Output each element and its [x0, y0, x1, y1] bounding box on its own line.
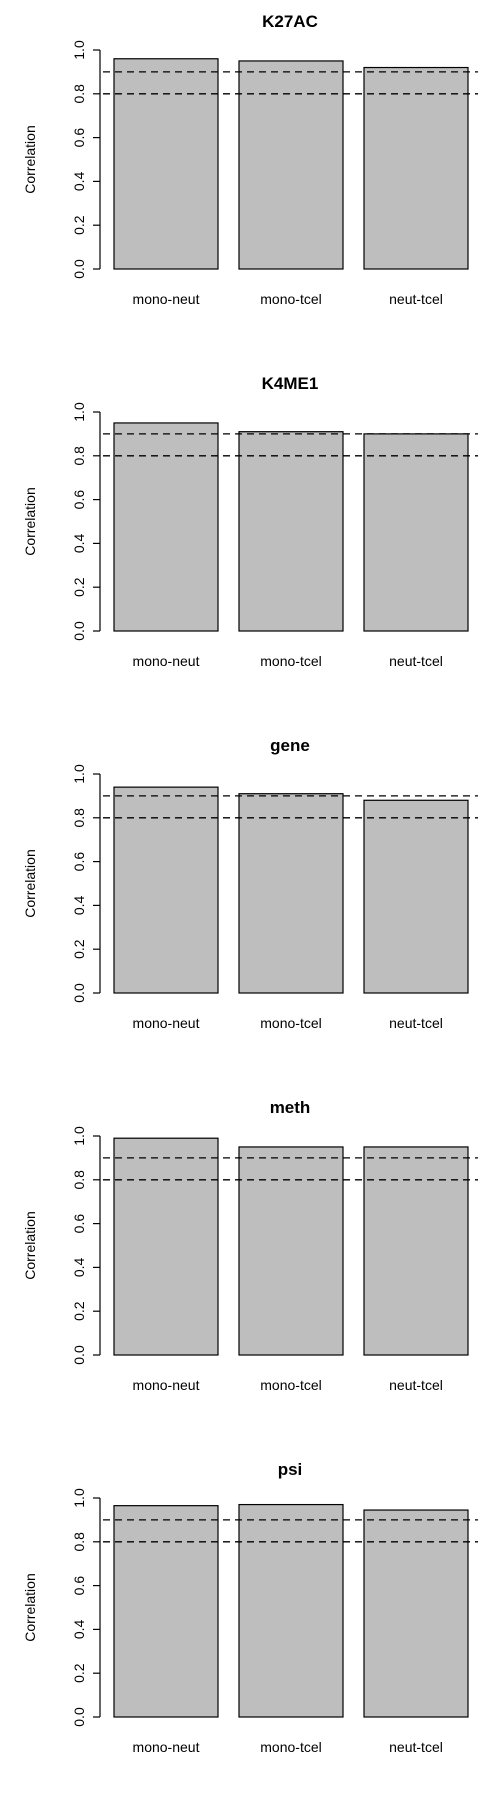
y-tick-label: 0.4 — [71, 1619, 87, 1639]
x-category-label: neut-tcel — [389, 1377, 443, 1393]
x-category-label: mono-tcel — [260, 653, 321, 669]
bar — [114, 1506, 218, 1717]
y-tick-label: 1.0 — [71, 1488, 87, 1508]
x-category-label: mono-neut — [133, 653, 200, 669]
x-category-label: mono-neut — [133, 1015, 200, 1031]
y-tick-label: 0.2 — [71, 1663, 87, 1683]
y-tick-label: 0.8 — [71, 1532, 87, 1552]
y-tick-label: 0.6 — [71, 1214, 87, 1234]
bar — [114, 1138, 218, 1355]
chart-title: meth — [270, 1098, 311, 1117]
chart-title: K4ME1 — [262, 374, 319, 393]
bar — [239, 432, 343, 631]
chart-panel: K27AC 0.0 0.2 0.4 0.6 0.8 1.0 Correlation mono-n… — [22, 12, 478, 307]
bar — [364, 1147, 468, 1355]
y-tick-label: 0.8 — [71, 1170, 87, 1190]
bar — [239, 1505, 343, 1717]
y-tick-label: 1.0 — [71, 40, 87, 60]
y-tick-label: 0.4 — [71, 895, 87, 915]
y-tick-label: 0.8 — [71, 446, 87, 466]
chart-title: gene — [270, 736, 310, 755]
chart-panel: gene 0.0 0.2 0.4 0.6 0.8 1.0 Correlation mono-ne… — [22, 736, 478, 1031]
y-tick-label: 0.0 — [71, 621, 87, 641]
y-tick-label: 0.8 — [71, 84, 87, 104]
x-category-label: neut-tcel — [389, 653, 443, 669]
bar — [239, 1147, 343, 1355]
bar — [239, 794, 343, 993]
chart-panel: K4ME1 0.0 0.2 0.4 0.6 0.8 1.0 Correlation mono-n… — [22, 374, 478, 669]
y-tick-label: 0.6 — [71, 128, 87, 148]
y-axis-label: Correlation — [22, 849, 38, 917]
y-axis-label: Correlation — [22, 1573, 38, 1641]
x-category-label: neut-tcel — [389, 1739, 443, 1755]
y-tick-label: 0.4 — [71, 533, 87, 553]
bar — [114, 423, 218, 631]
y-tick-label: 0.6 — [71, 1576, 87, 1596]
x-category-label: neut-tcel — [389, 291, 443, 307]
x-category-label: mono-neut — [133, 1739, 200, 1755]
y-tick-label: 0.2 — [71, 1301, 87, 1321]
y-tick-label: 0.8 — [71, 808, 87, 828]
y-tick-label: 1.0 — [71, 402, 87, 422]
y-axis-label: Correlation — [22, 487, 38, 555]
y-tick-label: 0.0 — [71, 1707, 87, 1727]
bar — [364, 68, 468, 269]
chart-panel: psi 0.0 0.2 0.4 0.6 0.8 1.0 Correlation mono-neu… — [22, 1460, 478, 1755]
x-category-label: neut-tcel — [389, 1015, 443, 1031]
y-tick-label: 0.6 — [71, 490, 87, 510]
bar — [364, 800, 468, 993]
x-category-label: mono-tcel — [260, 291, 321, 307]
x-category-label: mono-tcel — [260, 1739, 321, 1755]
bar — [364, 434, 468, 631]
y-tick-label: 1.0 — [71, 764, 87, 784]
y-tick-label: 1.0 — [71, 1126, 87, 1146]
x-category-label: mono-neut — [133, 291, 200, 307]
y-tick-label: 0.0 — [71, 259, 87, 279]
chart-title: psi — [278, 1460, 303, 1479]
y-tick-label: 0.2 — [71, 215, 87, 235]
y-tick-label: 0.4 — [71, 171, 87, 191]
bar — [114, 59, 218, 269]
x-category-label: mono-neut — [133, 1377, 200, 1393]
x-category-label: mono-tcel — [260, 1377, 321, 1393]
y-axis-label: Correlation — [22, 125, 38, 193]
y-tick-label: 0.0 — [71, 1345, 87, 1365]
chart-panel: meth 0.0 0.2 0.4 0.6 0.8 1.0 Correlation mono-ne… — [22, 1098, 478, 1393]
x-category-label: mono-tcel — [260, 1015, 321, 1031]
chart-title: K27AC — [262, 12, 318, 31]
y-tick-label: 0.0 — [71, 983, 87, 1003]
y-tick-label: 0.2 — [71, 577, 87, 597]
y-axis-label: Correlation — [22, 1211, 38, 1279]
y-tick-label: 0.4 — [71, 1257, 87, 1277]
bar — [239, 61, 343, 269]
bar — [364, 1510, 468, 1717]
y-tick-label: 0.6 — [71, 852, 87, 872]
y-tick-label: 0.2 — [71, 939, 87, 959]
